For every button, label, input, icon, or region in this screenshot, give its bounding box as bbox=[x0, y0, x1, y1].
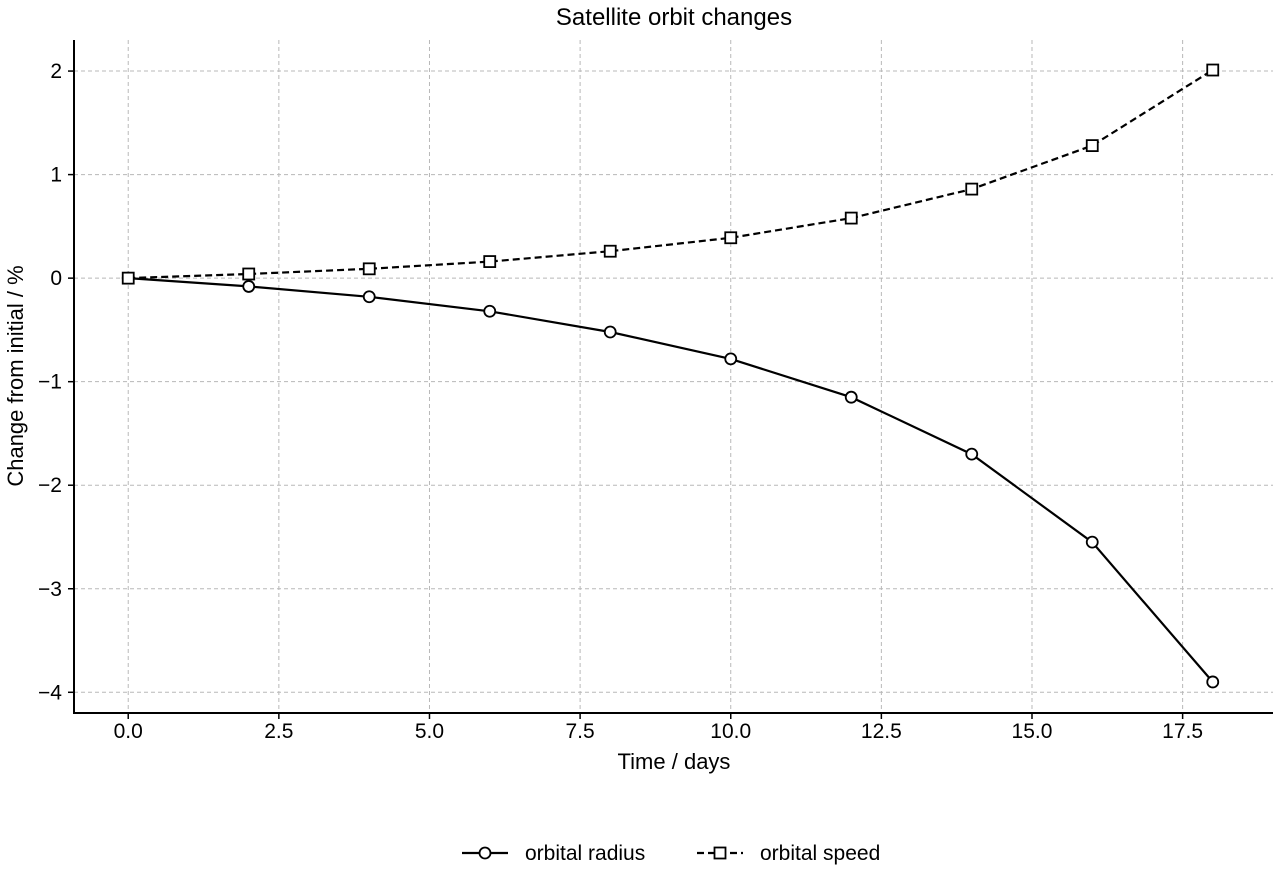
data-point-orbital-speed bbox=[242, 267, 256, 281]
x-tick-label: 15.0 bbox=[1012, 720, 1053, 743]
data-point-orbital-radius bbox=[483, 304, 497, 318]
legend-label: orbital radius bbox=[525, 842, 645, 865]
x-axis-title: Time / days bbox=[618, 749, 731, 774]
data-point-orbital-radius bbox=[603, 325, 617, 339]
data-point-orbital-speed bbox=[724, 231, 738, 245]
y-tick-label: 0 bbox=[50, 267, 62, 290]
data-point-orbital-radius bbox=[362, 290, 376, 304]
y-tick-label: 1 bbox=[50, 164, 62, 187]
data-point-orbital-speed bbox=[121, 271, 135, 285]
series-orbital-radius bbox=[121, 271, 1220, 689]
x-tick-label: 17.5 bbox=[1162, 720, 1203, 743]
grid-lines bbox=[74, 40, 1273, 713]
data-point-orbital-speed bbox=[362, 262, 376, 276]
x-tick-label: 10.0 bbox=[710, 720, 751, 743]
data-point-orbital-speed bbox=[483, 255, 497, 268]
series-line-orbital-speed bbox=[128, 69, 1214, 280]
x-tick-label: 5.0 bbox=[415, 720, 444, 743]
x-tick-label: 12.5 bbox=[861, 720, 902, 743]
x-tick-label: 2.5 bbox=[264, 720, 293, 743]
legend-swatch-marker bbox=[478, 846, 492, 860]
y-axis-ticks: 2 1 0 −1 −2 −3 −4 bbox=[38, 60, 74, 704]
series-orbital-speed bbox=[121, 63, 1220, 285]
y-tick-label: −1 bbox=[38, 371, 62, 394]
data-point-orbital-speed bbox=[1085, 139, 1099, 153]
data-point-orbital-radius bbox=[965, 447, 979, 461]
y-axis-title: Change from initial / % bbox=[3, 265, 28, 486]
data-point-orbital-radius bbox=[844, 390, 858, 404]
data-point-orbital-speed bbox=[603, 244, 617, 258]
x-axis-ticks: 0.0 2.5 5.0 7.5 10.0 12.5 15.0 17.5 bbox=[114, 713, 1203, 743]
data-point-orbital-speed bbox=[965, 182, 979, 196]
y-tick-label: −2 bbox=[38, 474, 62, 497]
data-point-orbital-radius bbox=[724, 352, 738, 366]
x-tick-label: 0.0 bbox=[114, 720, 143, 743]
legend-label: orbital speed bbox=[760, 842, 880, 865]
axes bbox=[73, 40, 1273, 714]
data-point-orbital-radius bbox=[242, 280, 256, 293]
data-point-orbital-speed bbox=[844, 211, 858, 225]
chart-title: Satellite orbit changes bbox=[556, 4, 792, 31]
legend-swatch-marker bbox=[713, 846, 727, 860]
y-tick-label: −3 bbox=[38, 578, 62, 601]
legend: orbital radius orbital speed bbox=[462, 842, 880, 865]
data-point-orbital-speed bbox=[1206, 63, 1220, 77]
y-tick-label: −4 bbox=[38, 681, 62, 704]
series-layer bbox=[121, 63, 1220, 689]
y-tick-label: 2 bbox=[50, 60, 62, 83]
data-point-orbital-radius bbox=[1206, 675, 1220, 689]
series-line-orbital-radius bbox=[128, 277, 1214, 683]
x-tick-label: 7.5 bbox=[566, 720, 595, 743]
legend-item-orbital-speed: orbital speed bbox=[697, 842, 880, 865]
legend-item-orbital-radius: orbital radius bbox=[462, 842, 645, 865]
data-point-orbital-radius bbox=[1085, 535, 1099, 549]
